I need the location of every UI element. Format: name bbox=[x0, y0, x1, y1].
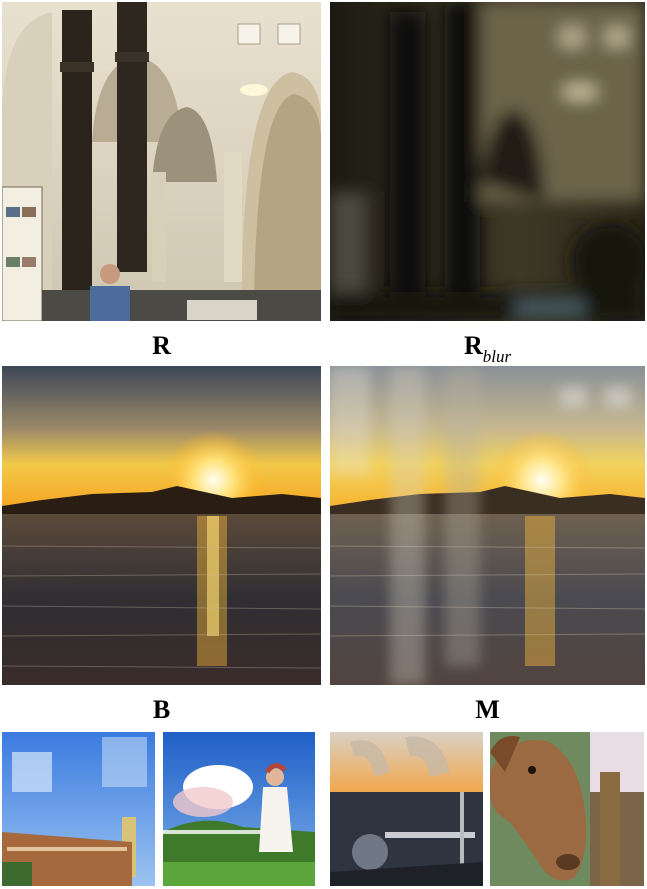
caption-r-blur: Rblur bbox=[330, 331, 645, 366]
image-example-horse bbox=[490, 732, 644, 886]
image-example-boat bbox=[330, 732, 483, 886]
caption-r-text: R bbox=[152, 331, 171, 360]
caption-r-blur-subscript: blur bbox=[482, 347, 512, 366]
caption-m: M bbox=[330, 695, 645, 725]
caption-m-text: M bbox=[475, 695, 500, 724]
caption-r: R bbox=[2, 331, 321, 361]
image-m-mixture bbox=[330, 366, 645, 685]
image-b-sunset bbox=[2, 366, 321, 685]
image-r-museum-hall bbox=[2, 2, 321, 321]
image-r-blur bbox=[330, 2, 645, 321]
caption-b: B bbox=[2, 695, 321, 725]
caption-b-text: B bbox=[152, 695, 171, 724]
image-example-building bbox=[2, 732, 155, 886]
caption-r-blur-base: R bbox=[463, 331, 483, 360]
image-example-woman bbox=[163, 732, 315, 886]
